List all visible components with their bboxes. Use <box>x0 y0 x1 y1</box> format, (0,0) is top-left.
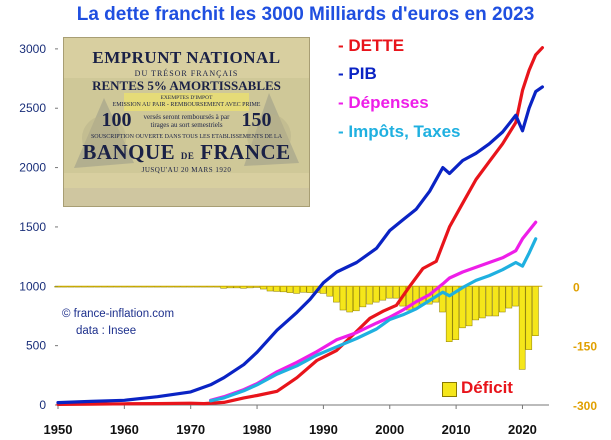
legend-impots: - Impôts, Taxes <box>338 122 461 141</box>
right-axis-label: -300 <box>573 399 597 413</box>
series-line-imp-ts-taxes <box>209 237 538 403</box>
axes: 0 500 1000 1500 2000 2500 3000 1950 1960 1970 1980… <box>19 42 549 437</box>
deficit-bar <box>293 286 300 294</box>
poster-line-3: RENTES 5% AMORTISSABLES <box>92 78 281 93</box>
deficit-bar <box>353 286 360 312</box>
right-axis-label: -150 <box>573 340 597 354</box>
deficit-bar <box>492 286 499 317</box>
poster-line-2: DU TRÉSOR FRANÇAIS <box>134 69 239 78</box>
deficit-bar <box>479 286 486 319</box>
poster-art <box>64 38 309 206</box>
deficit-bar <box>419 286 426 305</box>
legend-pib: - PIB <box>338 64 377 83</box>
deficit-bar <box>459 286 466 329</box>
deficit-bar <box>273 286 280 292</box>
deficit-bar <box>366 286 373 305</box>
y-tick-label: 1000 <box>19 279 46 293</box>
poster-bank-b: FRANCE <box>200 140 291 164</box>
deficit-bar <box>525 286 533 350</box>
poster-image: EMPRUNT NATIONAL DU TRÉSOR FRANÇAIS RENT… <box>63 37 310 207</box>
poster-amounts: 100 versés seront remboursés à par tirag… <box>72 109 301 132</box>
x-tick-label: 2000 <box>375 422 404 437</box>
deficit-bar <box>326 286 334 297</box>
y-tick-label: 500 <box>26 339 46 353</box>
poster-big-left: 100 <box>101 109 132 131</box>
legend-dette: - DETTE <box>338 36 405 55</box>
chart-title: La dette franchit les 3000 Milliards d'e… <box>76 4 535 25</box>
legend-depenses: - Dépenses <box>338 93 429 112</box>
deficit-bar <box>532 286 539 337</box>
deficit-bar <box>472 286 479 321</box>
series-line-pib <box>56 85 544 405</box>
deficit-bar <box>386 286 393 299</box>
x-tick-label: 1950 <box>44 422 73 437</box>
poster-bank-de: DE <box>180 151 195 161</box>
y-tick-label: 2500 <box>19 101 46 115</box>
deficit-bar <box>518 286 526 370</box>
deficit-bar <box>339 286 347 311</box>
poster-line-7: SOUSCRIPTION OUVERTE DANS TOUS LES ETABL… <box>90 134 283 140</box>
deficit-bar <box>372 286 380 303</box>
deficit-bar <box>333 286 340 303</box>
x-tick-label: 2020 <box>508 422 537 437</box>
poster-line-5: EMISSION AU PAIR - REMBOURSEMENT AVEC PR… <box>112 102 261 108</box>
poster-bank-a: BANQUE <box>82 140 176 164</box>
deficit-bar <box>346 286 353 313</box>
legend-deficit-swatch <box>442 382 457 397</box>
y-tick-label: 3000 <box>19 42 46 56</box>
deficit-bar <box>498 286 506 313</box>
y-tick-label: 1500 <box>19 220 46 234</box>
deficit-bar <box>266 286 274 292</box>
right-axis-label: 0 <box>573 280 580 294</box>
poster-line-1: EMPRUNT NATIONAL <box>92 48 281 67</box>
credit-line-1: © france-inflation.com <box>62 308 175 320</box>
poster-bank: BANQUE DE FRANCE <box>72 140 301 165</box>
x-tick-label: 2010 <box>442 422 471 437</box>
poster-line-9: JUSQU'AU 20 MARS 1920 <box>141 166 232 174</box>
series-line-d-penses <box>209 220 538 402</box>
deficit-bar <box>392 286 400 299</box>
deficit-bar <box>465 286 473 327</box>
poster-line-4: EXEMPTES D'IMPOT <box>160 95 213 101</box>
x-tick-label: 1960 <box>110 422 139 437</box>
deficit-bar <box>439 286 446 313</box>
series-line-dette <box>56 46 544 406</box>
y-tick-label: 0 <box>39 398 46 412</box>
deficit-bar <box>512 286 519 307</box>
x-tick-label: 1970 <box>176 422 205 437</box>
deficit-bar <box>379 286 387 301</box>
deficit-bar <box>306 286 314 293</box>
poster-big-right: 150 <box>241 109 272 131</box>
y-tick-label: 2000 <box>19 161 46 175</box>
deficit-bar <box>286 286 294 293</box>
deficit-bar <box>485 286 493 317</box>
deficit-bars: 0 -150 -300 <box>54 280 597 413</box>
deficit-bar <box>280 286 287 293</box>
deficit-bar <box>505 286 513 309</box>
deficit-bar <box>299 286 307 293</box>
poster-text: EMPRUNT NATIONAL DU TRÉSOR FRANÇAIS RENT… <box>72 44 301 200</box>
deficit-bar <box>359 286 367 308</box>
x-tick-label: 1990 <box>309 422 338 437</box>
credit-line-2: data : Insee <box>76 325 137 337</box>
legend-deficit: Déficit <box>461 378 513 397</box>
x-tick-label: 1980 <box>243 422 272 437</box>
series-lines <box>56 46 544 406</box>
poster-mid-text: versés seront remboursés à par tirages a… <box>143 113 230 130</box>
